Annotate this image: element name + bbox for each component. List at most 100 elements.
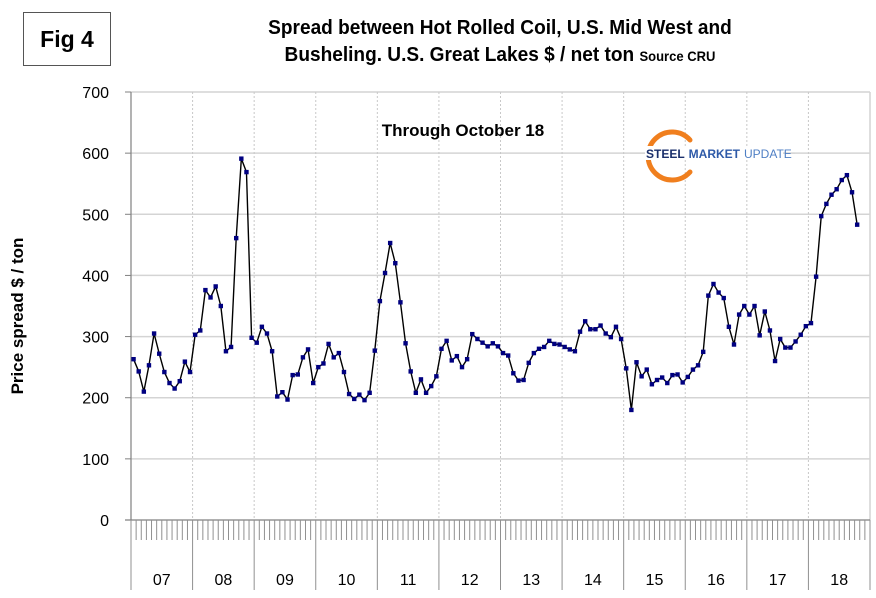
x-year-label: 14 bbox=[584, 572, 602, 589]
steel-market-update-logo: STEEL MARKET UPDATE bbox=[630, 129, 795, 183]
data-point bbox=[711, 281, 716, 287]
x-year-label: 09 bbox=[276, 572, 294, 589]
y-tick-label: 500 bbox=[82, 207, 109, 224]
data-point bbox=[213, 284, 218, 289]
y-tick-label: 300 bbox=[82, 330, 109, 347]
series-line bbox=[132, 157, 858, 411]
data-point bbox=[167, 380, 172, 386]
data-point bbox=[541, 344, 547, 350]
data-point bbox=[680, 380, 685, 385]
data-point bbox=[470, 331, 475, 337]
x-year-label: 17 bbox=[769, 572, 787, 589]
data-point bbox=[557, 342, 562, 347]
data-point bbox=[608, 334, 614, 340]
data-point bbox=[526, 360, 531, 366]
chart-title-line1: Spread between Hot Rolled Coil, U.S. Mid… bbox=[268, 16, 732, 39]
data-point bbox=[423, 390, 429, 396]
data-point bbox=[726, 324, 732, 329]
data-point bbox=[290, 372, 295, 378]
x-year-label: 10 bbox=[338, 572, 356, 589]
data-point bbox=[706, 293, 711, 298]
data-point bbox=[593, 327, 598, 332]
data-point bbox=[547, 338, 552, 344]
x-year-label: 08 bbox=[214, 572, 232, 589]
data-point bbox=[141, 389, 147, 394]
y-tick-label: 700 bbox=[82, 85, 109, 102]
data-point bbox=[742, 303, 747, 309]
data-point bbox=[192, 332, 198, 337]
data-point bbox=[275, 394, 280, 399]
data-series bbox=[131, 156, 860, 413]
data-point bbox=[172, 386, 177, 391]
data-point bbox=[234, 235, 239, 241]
data-point bbox=[798, 332, 803, 337]
data-point bbox=[249, 335, 254, 340]
data-point bbox=[223, 349, 229, 354]
x-year-label: 18 bbox=[830, 572, 848, 589]
data-point bbox=[634, 360, 639, 365]
data-point bbox=[269, 349, 275, 354]
gridlines bbox=[131, 91, 870, 520]
data-point bbox=[783, 345, 788, 350]
data-point bbox=[803, 323, 809, 329]
data-point bbox=[485, 344, 490, 349]
data-point bbox=[475, 336, 480, 342]
data-point bbox=[182, 359, 188, 364]
data-point bbox=[177, 379, 182, 384]
data-point bbox=[685, 374, 691, 380]
data-point bbox=[285, 397, 290, 402]
data-point bbox=[300, 355, 306, 360]
data-point bbox=[403, 341, 408, 346]
data-point bbox=[454, 353, 460, 359]
x-year-label: 12 bbox=[461, 572, 479, 589]
data-point bbox=[490, 341, 496, 346]
x-year-label: 13 bbox=[522, 572, 540, 589]
data-point bbox=[316, 364, 321, 370]
data-point bbox=[331, 355, 336, 360]
data-point bbox=[629, 407, 634, 413]
data-point bbox=[777, 336, 783, 342]
data-point bbox=[393, 261, 398, 266]
x-ticks: 07 08 09 10 11 12 13 14 15 16 17 18 bbox=[130, 520, 871, 590]
logo-word-steel: STEEL bbox=[646, 147, 685, 161]
data-point bbox=[439, 346, 444, 351]
data-point bbox=[295, 372, 300, 377]
data-point bbox=[326, 341, 331, 347]
data-point bbox=[244, 169, 249, 175]
data-point bbox=[695, 363, 701, 368]
data-point bbox=[793, 339, 798, 344]
data-point bbox=[577, 329, 583, 334]
data-point bbox=[162, 369, 167, 375]
data-point bbox=[552, 341, 557, 347]
data-point bbox=[588, 327, 593, 332]
data-point bbox=[203, 287, 208, 293]
data-point bbox=[670, 372, 675, 378]
data-point bbox=[505, 353, 511, 358]
data-point bbox=[187, 369, 193, 375]
data-point bbox=[716, 290, 721, 295]
data-point bbox=[731, 342, 737, 347]
data-point bbox=[346, 391, 352, 397]
data-point bbox=[310, 380, 316, 386]
data-point bbox=[377, 298, 383, 304]
figure-label: Fig 4 bbox=[23, 12, 111, 66]
data-point bbox=[854, 222, 860, 227]
data-point bbox=[567, 347, 572, 352]
data-point bbox=[198, 328, 203, 333]
x-year-label: 16 bbox=[707, 572, 725, 589]
data-point bbox=[618, 336, 624, 342]
data-point bbox=[624, 366, 629, 371]
y-ticks: 0 100 200 300 400 500 600 700 bbox=[82, 85, 131, 530]
data-point bbox=[228, 344, 234, 350]
data-point bbox=[659, 375, 665, 380]
data-point bbox=[813, 274, 819, 279]
chart-annotation: Through October 18 bbox=[382, 121, 544, 140]
data-point bbox=[495, 344, 501, 349]
data-point bbox=[208, 295, 213, 300]
data-point bbox=[480, 340, 485, 345]
data-point bbox=[449, 358, 454, 363]
data-point bbox=[690, 367, 696, 372]
data-point bbox=[521, 377, 526, 383]
data-point bbox=[352, 396, 357, 402]
